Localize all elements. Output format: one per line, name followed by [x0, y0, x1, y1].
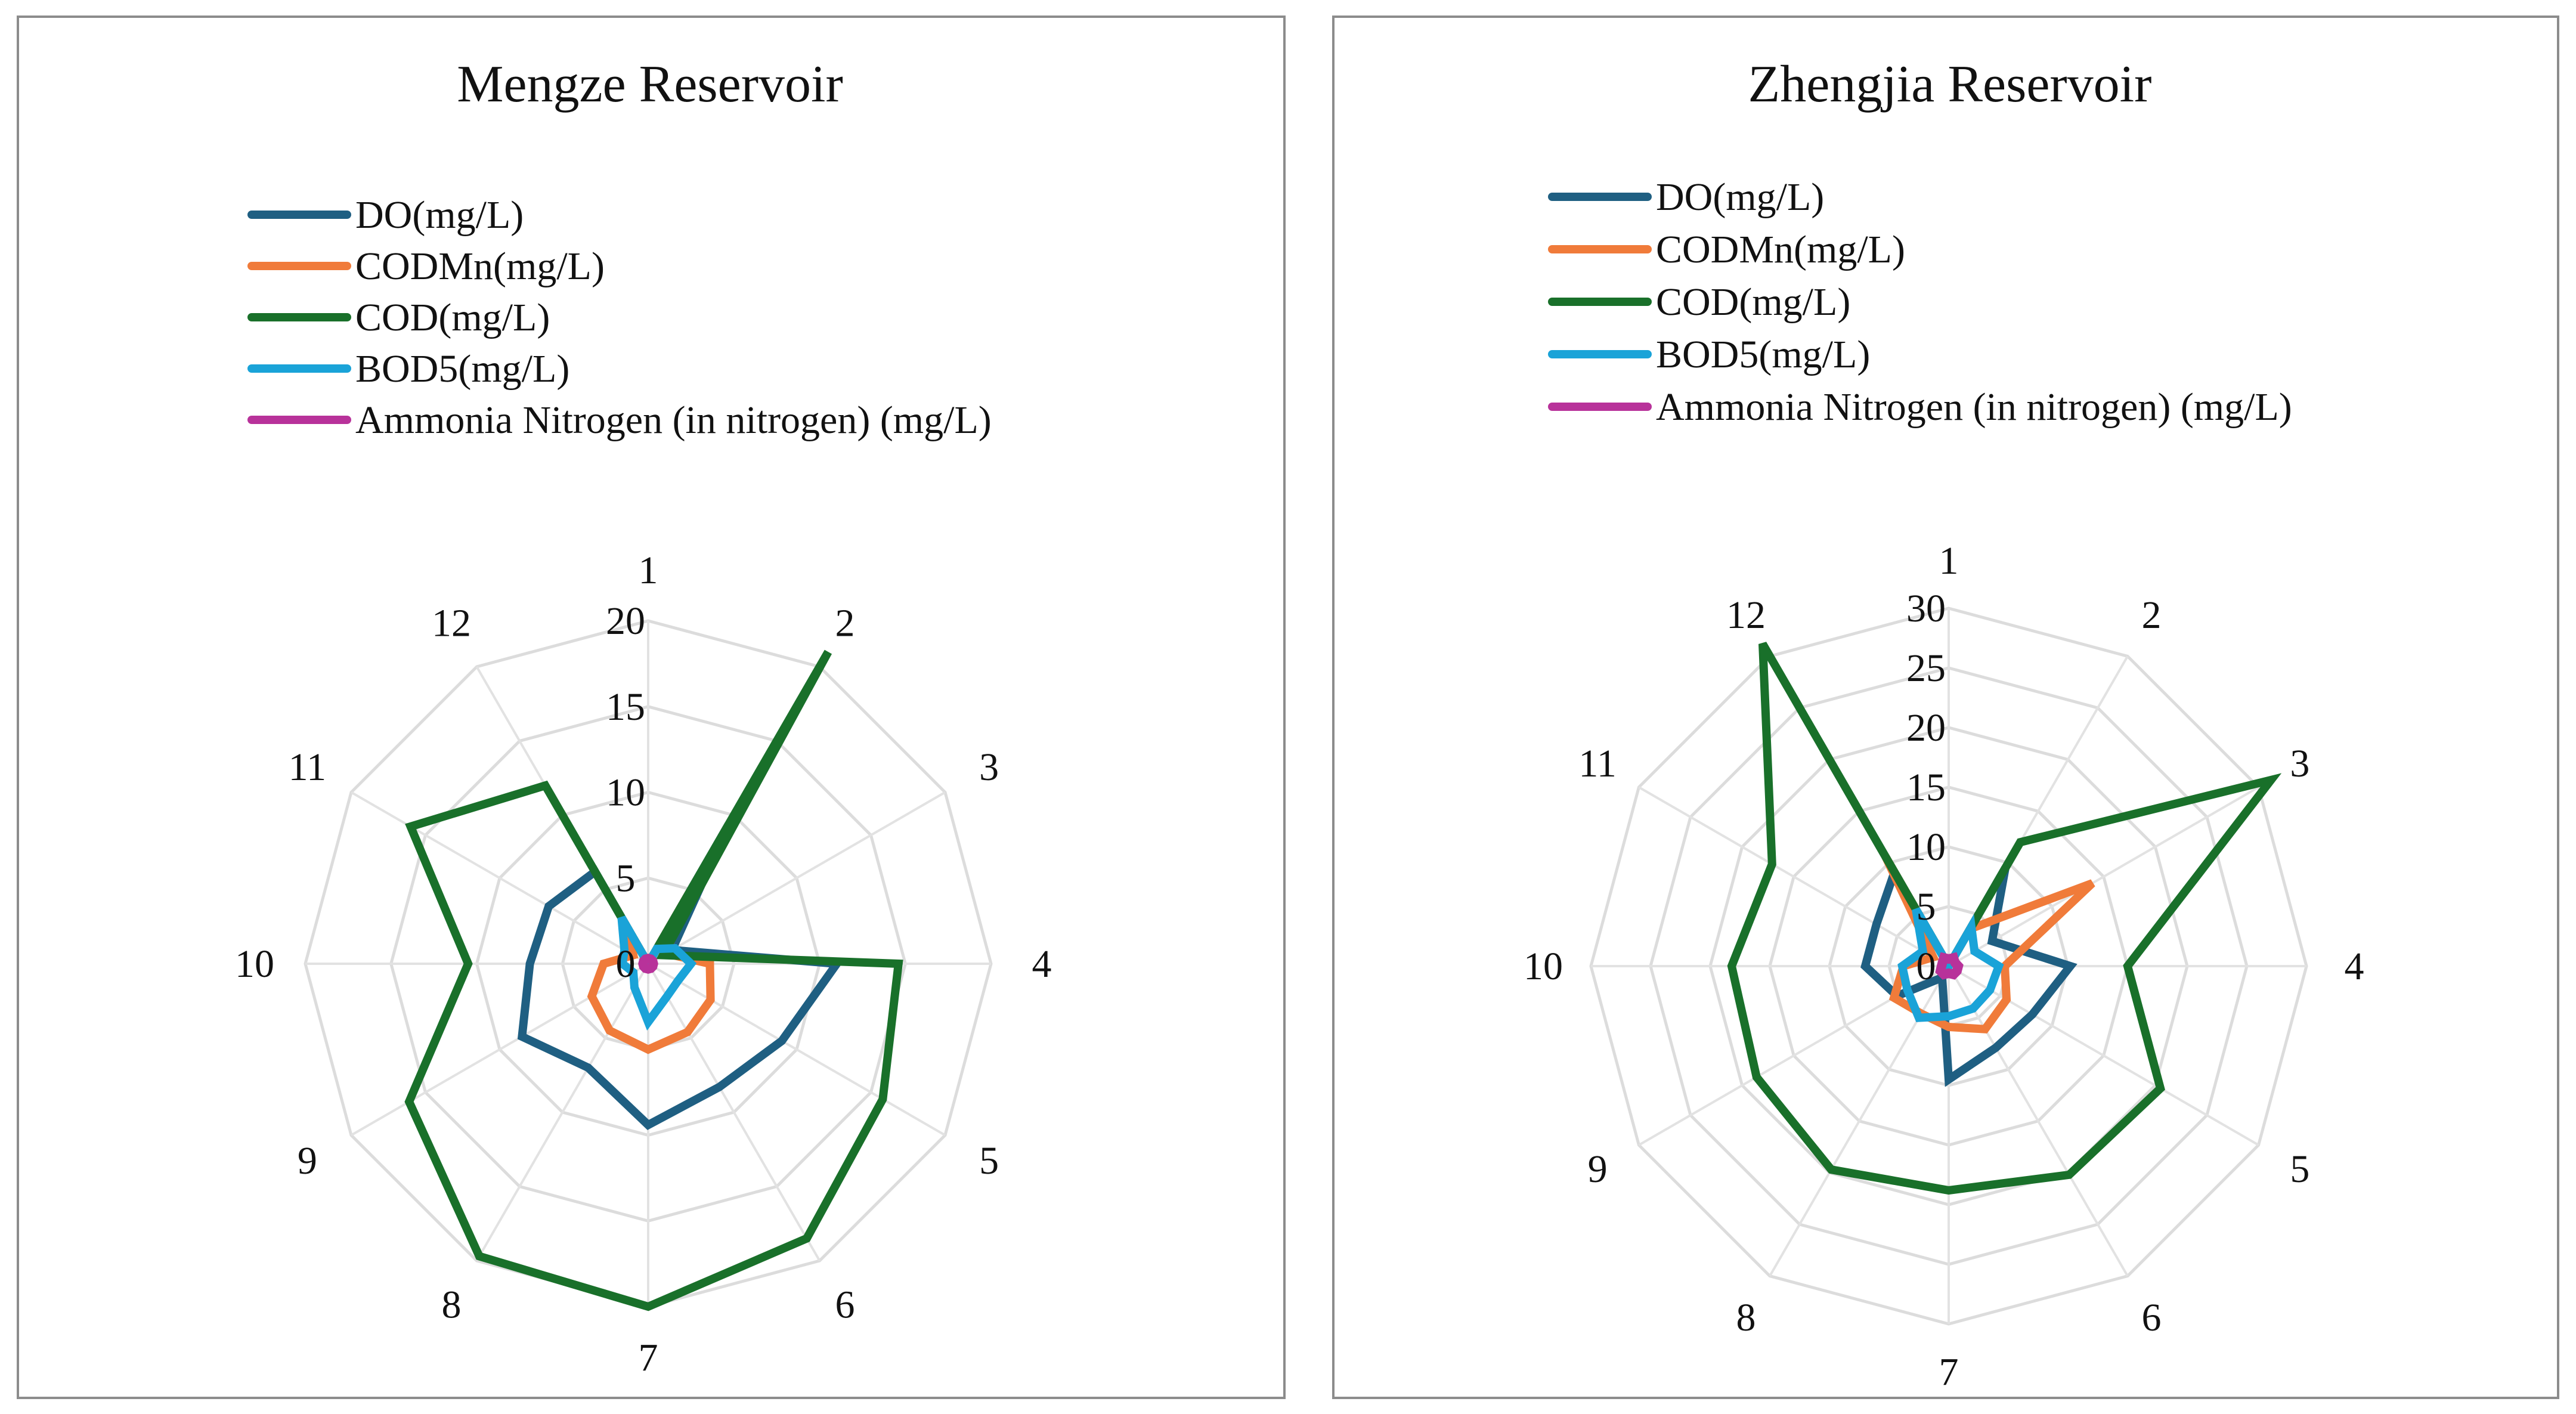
category-label: 9 [298, 1139, 317, 1183]
grid-spoke [1948, 965, 2259, 1146]
radial-tick-label: 25 [1906, 646, 1946, 690]
series-line [638, 954, 658, 974]
series-line [617, 915, 697, 1031]
category-label: 3 [979, 745, 999, 789]
legend-entry: CODMn(mg/L) [355, 245, 605, 288]
zhengjia-chart-panel: Zhengjia Reservoir DO(mg/L) CODMn(mg/L) CO… [1332, 16, 2559, 1399]
grid-spoke [1638, 786, 1950, 967]
radial-tick-label: 15 [1906, 766, 1946, 809]
category-label: 7 [639, 1336, 658, 1379]
grid-spoke [648, 963, 946, 1137]
legend-entry: COD(mg/L) [355, 296, 550, 339]
category-label: 11 [1578, 742, 1617, 785]
category-label: 10 [1524, 945, 1563, 988]
category-label: 10 [235, 942, 274, 986]
zhengjia-radar-chart: Zhengjia Reservoir DO(mg/L) CODMn(mg/L) CO… [1524, 55, 2364, 1394]
category-label: 5 [2290, 1147, 2309, 1191]
category-label: 1 [1939, 539, 1959, 583]
category-label: 11 [289, 745, 327, 789]
mengze-radar-chart: Mengze Reservoir DO(mg/L) CODMn(mg/L) COD(… [235, 55, 1052, 1379]
category-label: 7 [1939, 1350, 1959, 1394]
series-line [1727, 642, 2282, 1195]
radial-tick-label: 0 [1916, 945, 1936, 988]
grid-spoke [647, 963, 821, 1261]
legend-entry: CODMn(mg/L) [1656, 228, 1905, 271]
grid-spoke [475, 963, 649, 1261]
series-line [1897, 907, 2004, 1022]
series-line [1860, 862, 2077, 1087]
legend-entry: DO(mg/L) [355, 193, 524, 237]
category-label: 8 [1736, 1296, 1756, 1339]
series-line [1935, 952, 1964, 980]
category-label: 1 [639, 549, 658, 592]
legend-entry: Ammonia Nitrogen (in nitrogen) (mg/L) [355, 398, 992, 442]
radial-tick-label: 0 [616, 942, 636, 986]
category-label: 9 [1588, 1147, 1608, 1191]
category-label: 2 [835, 601, 855, 645]
radial-tick-label: 5 [1916, 885, 1936, 929]
grid-spoke [351, 791, 649, 965]
category-label: 4 [2345, 945, 2364, 988]
series-line [404, 649, 903, 1311]
category-label: 8 [442, 1283, 462, 1327]
category-label: 2 [2142, 593, 2162, 637]
legend-entry: BOD5(mg/L) [1656, 333, 1870, 376]
category-label: 4 [1032, 942, 1052, 986]
category-label: 6 [2142, 1296, 2162, 1339]
legend-entry: Ammonia Nitrogen (in nitrogen) (mg/L) [1656, 385, 2292, 429]
grid-spoke [1948, 965, 2129, 1277]
radial-tick-label: 20 [606, 599, 645, 643]
category-label: 12 [1726, 593, 1766, 637]
grid-spoke [1948, 786, 2259, 967]
radial-tick-label: 10 [1906, 825, 1946, 869]
grid-spoke [648, 791, 946, 965]
category-label: 3 [2290, 742, 2309, 785]
category-label: 12 [432, 601, 471, 645]
series-line [1881, 854, 2095, 1034]
radial-tick-label: 5 [616, 856, 636, 900]
radial-tick-label: 30 [1906, 587, 1946, 630]
legend-entry: DO(mg/L) [1656, 175, 1824, 219]
chart-title: Zhengjia Reservoir [1748, 55, 2152, 113]
radial-tick-label: 10 [606, 771, 645, 815]
radial-tick-label: 20 [1906, 706, 1946, 750]
grid-spoke [351, 963, 649, 1137]
radial-tick-label: 15 [606, 685, 645, 729]
legend-entry: BOD5(mg/L) [355, 347, 569, 391]
category-label: 6 [835, 1283, 855, 1327]
chart-title: Mengze Reservoir [457, 55, 843, 113]
category-label: 5 [979, 1139, 999, 1183]
mengze-chart-panel: Mengze Reservoir DO(mg/L) CODMn(mg/L) COD(… [17, 16, 1286, 1399]
legend-entry: COD(mg/L) [1656, 280, 1850, 324]
